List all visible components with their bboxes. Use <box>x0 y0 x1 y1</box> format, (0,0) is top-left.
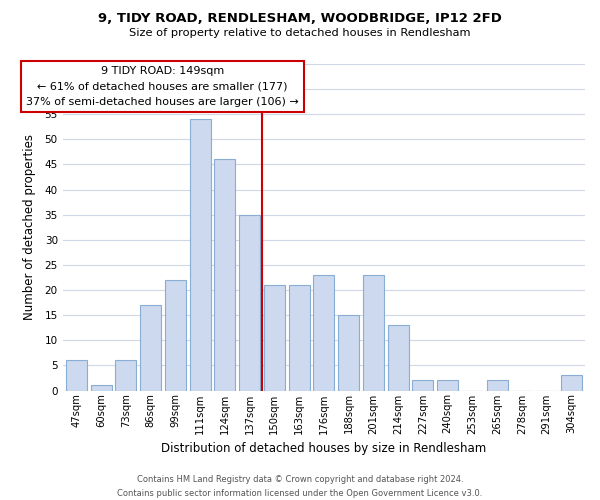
Bar <box>264 285 285 391</box>
Bar <box>338 315 359 390</box>
Y-axis label: Number of detached properties: Number of detached properties <box>23 134 36 320</box>
Bar <box>91 386 112 390</box>
Text: 9 TIDY ROAD: 149sqm
← 61% of detached houses are smaller (177)
37% of semi-detac: 9 TIDY ROAD: 149sqm ← 61% of detached ho… <box>26 66 299 107</box>
Bar <box>313 275 334 390</box>
Bar <box>289 285 310 391</box>
Bar <box>190 120 211 390</box>
Bar <box>66 360 87 390</box>
Bar <box>115 360 136 390</box>
Bar <box>214 160 235 390</box>
Bar <box>412 380 433 390</box>
Bar <box>437 380 458 390</box>
Bar <box>363 275 384 390</box>
Text: 9, TIDY ROAD, RENDLESHAM, WOODBRIDGE, IP12 2FD: 9, TIDY ROAD, RENDLESHAM, WOODBRIDGE, IP… <box>98 12 502 26</box>
X-axis label: Distribution of detached houses by size in Rendlesham: Distribution of detached houses by size … <box>161 442 487 455</box>
Bar <box>388 325 409 390</box>
Text: Contains HM Land Registry data © Crown copyright and database right 2024.
Contai: Contains HM Land Registry data © Crown c… <box>118 476 482 498</box>
Text: Size of property relative to detached houses in Rendlesham: Size of property relative to detached ho… <box>129 28 471 38</box>
Bar <box>487 380 508 390</box>
Bar <box>140 305 161 390</box>
Bar <box>239 214 260 390</box>
Bar <box>165 280 186 390</box>
Bar <box>561 376 582 390</box>
